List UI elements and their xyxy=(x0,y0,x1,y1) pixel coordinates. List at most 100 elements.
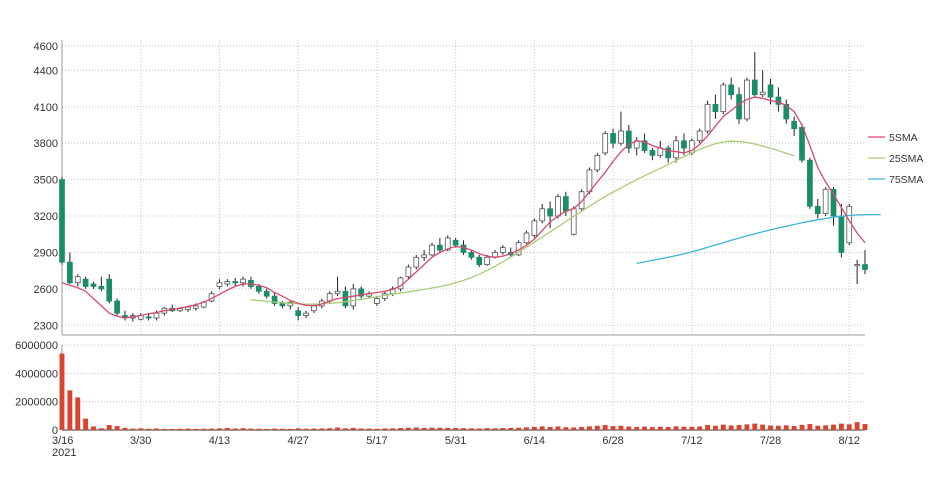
x-tick-sublabel: 2021 xyxy=(52,447,76,459)
volume-bar xyxy=(752,423,758,430)
volume-bar xyxy=(846,424,852,430)
volume-tick-label: 2000000 xyxy=(15,397,58,409)
candle-up xyxy=(704,103,711,132)
volume-bar xyxy=(342,428,348,430)
candle-up xyxy=(523,232,530,244)
volume-bar xyxy=(374,428,380,430)
candle-up xyxy=(555,196,561,217)
volume-bar xyxy=(650,427,655,430)
volume-bar xyxy=(775,425,781,430)
candle-down xyxy=(98,286,105,290)
volume-bar xyxy=(319,428,325,430)
price-panel: 4600 4400 4100 3800 3500 3200 2900 2600 2300 xyxy=(34,40,881,336)
candle-down xyxy=(807,159,813,207)
volume-bar xyxy=(98,428,104,430)
price-tick-label: 2900 xyxy=(34,247,58,259)
volume-bar xyxy=(689,426,695,430)
candle-down xyxy=(437,244,443,251)
candle-down xyxy=(106,278,113,302)
volume-bar xyxy=(311,428,317,430)
volume-tick-label: 0 xyxy=(52,425,58,437)
x-tick-label: 5/31 xyxy=(445,435,466,447)
volume-bar xyxy=(539,426,545,430)
price-tick-label: 3800 xyxy=(34,138,58,150)
volume-bar xyxy=(185,428,191,430)
volume-bar xyxy=(272,428,277,430)
volume-bar xyxy=(327,428,333,430)
candle-down xyxy=(728,84,735,96)
volume-bar xyxy=(807,424,813,430)
volume-bar xyxy=(476,428,482,430)
candle-down xyxy=(460,244,467,253)
volume-bar xyxy=(579,426,585,430)
volume-bar xyxy=(83,418,89,430)
volume-bar xyxy=(744,424,750,430)
volume-bar xyxy=(697,426,703,430)
volume-bar xyxy=(563,427,569,430)
candle-down xyxy=(767,84,774,98)
volume-bar xyxy=(642,426,648,430)
volume-panel: 6000000 4000000 2000000 0 xyxy=(15,340,868,437)
volume-bar xyxy=(854,422,860,430)
volume-bar xyxy=(838,423,844,430)
volume-bar xyxy=(571,427,577,430)
volume-bar xyxy=(161,428,167,430)
volume-bar xyxy=(484,428,490,430)
volume-bar xyxy=(587,426,592,430)
candle-down xyxy=(665,147,672,159)
sma75-line xyxy=(636,213,881,265)
candle-down xyxy=(862,264,868,270)
candle-down xyxy=(90,283,97,287)
candle-down xyxy=(641,140,648,151)
volume-bar xyxy=(500,428,506,430)
legend-label: 5SMA xyxy=(889,132,918,144)
volume-tick-label: 6000000 xyxy=(15,340,58,352)
volume-bar xyxy=(760,424,766,430)
candle-up xyxy=(303,312,309,316)
volume-bar xyxy=(461,428,466,430)
volume-bar xyxy=(106,425,112,430)
volume-bar xyxy=(681,426,687,430)
volume-bar xyxy=(91,426,96,430)
candle-up xyxy=(720,84,727,113)
volume-bar xyxy=(217,428,222,430)
volume-bar xyxy=(657,426,663,430)
candle-down xyxy=(295,310,302,316)
volume-bar xyxy=(366,428,372,430)
candle-up xyxy=(500,247,506,253)
volume-bar xyxy=(303,428,309,430)
candle-down xyxy=(67,261,73,284)
volume-bar xyxy=(209,428,215,430)
volume-bar xyxy=(146,428,152,430)
volume-bar xyxy=(154,428,159,430)
volume-bar xyxy=(555,426,561,430)
candle-down xyxy=(547,208,553,217)
x-tick-label: 7/28 xyxy=(760,435,781,447)
candle-up xyxy=(759,91,766,96)
legend: 5SMA 25SMA 75SMA xyxy=(868,132,923,186)
candle-up xyxy=(444,237,451,251)
candle-down xyxy=(563,196,569,212)
volume-bar xyxy=(720,424,726,430)
volume-bar xyxy=(114,426,120,430)
volume-bar xyxy=(823,425,829,430)
candle-down xyxy=(791,120,797,130)
price-tick-label: 4100 xyxy=(34,102,58,114)
volume-bar xyxy=(602,425,608,430)
volume-bar xyxy=(421,427,427,430)
volume-bar xyxy=(130,428,136,430)
volume-bar xyxy=(138,428,144,430)
volume-bar xyxy=(405,427,411,430)
volume-bar xyxy=(831,424,836,430)
candle-up xyxy=(586,169,593,193)
candle-down xyxy=(838,215,845,253)
candle-up xyxy=(429,244,435,256)
candle-down xyxy=(452,239,459,246)
volume-bar xyxy=(799,424,805,430)
volume-bar xyxy=(524,427,529,430)
volume-bar xyxy=(791,426,797,430)
volume-bar xyxy=(335,427,340,430)
volume-bar xyxy=(665,427,671,430)
